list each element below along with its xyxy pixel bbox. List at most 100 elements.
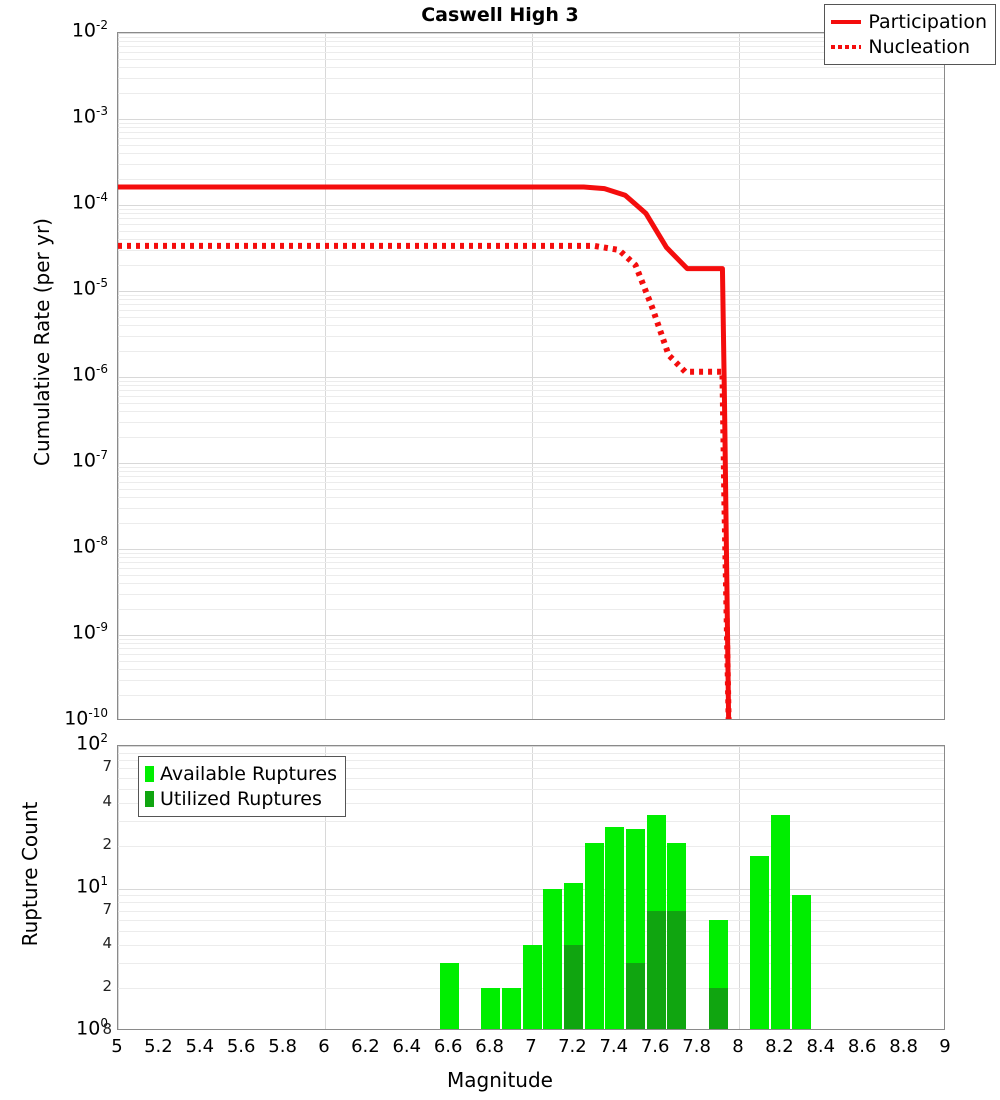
gridline-horizontal bbox=[118, 549, 944, 550]
gridline-horizontal-minor bbox=[118, 523, 944, 525]
gridline-horizontal-minor bbox=[118, 41, 944, 43]
gridline-horizontal bbox=[118, 33, 944, 34]
histogram-bar[interactable] bbox=[522, 945, 542, 1029]
histogram-bar[interactable] bbox=[563, 882, 583, 1029]
gridline-vertical bbox=[739, 746, 740, 1029]
gridline-vertical bbox=[532, 33, 533, 719]
gridline-horizontal-minor bbox=[118, 562, 944, 564]
gridline-horizontal-minor bbox=[118, 144, 944, 146]
bar-available-segment bbox=[770, 814, 790, 1029]
y-tick-label: 10-8 bbox=[71, 534, 108, 558]
gridline-horizontal-minor bbox=[118, 648, 944, 650]
histogram-bar[interactable] bbox=[750, 855, 770, 1029]
curve-legend: Participation Nucleation bbox=[824, 4, 996, 65]
bar-utilized-segment bbox=[667, 910, 687, 1029]
gridline-horizontal-minor bbox=[118, 411, 944, 413]
gridline-horizontal bbox=[118, 377, 944, 378]
gridline-horizontal-minor bbox=[118, 122, 944, 124]
gridline-horizontal bbox=[118, 746, 944, 747]
gridline-horizontal-minor bbox=[118, 336, 944, 337]
legend-item[interactable]: Participation bbox=[831, 9, 987, 34]
y-tick-label: 10-7 bbox=[71, 448, 108, 472]
y-tick-label: 10-9 bbox=[71, 620, 108, 644]
y-tick-label: 10-10 bbox=[64, 706, 108, 730]
gridline-horizontal-minor bbox=[118, 497, 944, 499]
page-title: Caswell High 3 bbox=[421, 4, 579, 26]
bar-available-segment bbox=[750, 855, 770, 1029]
histogram-bar[interactable] bbox=[481, 988, 501, 1029]
gridline-horizontal-minor bbox=[118, 396, 944, 398]
gridline-horizontal-minor bbox=[118, 583, 944, 585]
legend-item-label: Available Ruptures bbox=[160, 762, 337, 785]
rupture-count-panel: Available Ruptures Utilized Ruptures bbox=[117, 745, 945, 1030]
gridline-horizontal-minor bbox=[118, 695, 944, 697]
gridline-horizontal-minor bbox=[118, 46, 944, 48]
gridline-horizontal-minor bbox=[118, 250, 944, 251]
y-tick-label: 102 bbox=[76, 731, 108, 755]
legend-item[interactable]: Utilized Ruptures bbox=[145, 786, 337, 811]
color-swatch-icon bbox=[145, 790, 154, 807]
gridline-horizontal-minor bbox=[118, 230, 944, 232]
gridline-horizontal-minor bbox=[118, 574, 944, 576]
gridline-horizontal-minor bbox=[118, 895, 944, 896]
gridline-horizontal-minor bbox=[118, 390, 944, 392]
gridline-horizontal-minor bbox=[118, 752, 944, 754]
gridline-horizontal-minor bbox=[118, 802, 944, 804]
histogram-bar[interactable] bbox=[667, 842, 687, 1029]
gridline-horizontal-minor bbox=[118, 213, 944, 215]
gridline-horizontal bbox=[118, 463, 944, 464]
legend-item[interactable]: Available Ruptures bbox=[145, 761, 337, 786]
legend-item[interactable]: Nucleation bbox=[831, 34, 987, 59]
gridline-vertical bbox=[532, 746, 533, 1029]
bar-available-segment bbox=[439, 963, 459, 1029]
gridline-horizontal-minor bbox=[118, 845, 944, 847]
y-tick-label: 10-2 bbox=[71, 18, 108, 42]
histogram-bar[interactable] bbox=[605, 827, 625, 1029]
x-tick-label: 5.8 bbox=[268, 1036, 297, 1057]
gridline-horizontal-minor bbox=[118, 153, 944, 155]
x-tick-label: 8 bbox=[732, 1036, 744, 1057]
gridline-horizontal-minor bbox=[118, 902, 944, 904]
histogram-bar[interactable] bbox=[501, 988, 521, 1029]
legend-item-label: Participation bbox=[868, 10, 987, 33]
histogram-bar[interactable] bbox=[543, 888, 563, 1029]
gridline-vertical bbox=[739, 33, 740, 719]
y-tick-label-minor: 4 bbox=[102, 791, 112, 810]
histogram-bar[interactable] bbox=[626, 829, 646, 1029]
gridline-horizontal-minor bbox=[118, 265, 944, 267]
y-tick-label: 10-4 bbox=[71, 190, 108, 214]
histogram-bar[interactable] bbox=[584, 842, 604, 1029]
gridline-horizontal bbox=[118, 119, 944, 120]
gridline-horizontal-minor bbox=[118, 654, 944, 656]
gridline-horizontal-minor bbox=[118, 594, 944, 595]
gridline-vertical bbox=[325, 746, 326, 1029]
gridline-horizontal-minor bbox=[118, 568, 944, 570]
gridline-horizontal-minor bbox=[118, 931, 944, 933]
gridline-horizontal-minor bbox=[118, 127, 944, 129]
y-tick-label-minor: 2 bbox=[102, 977, 112, 996]
mfd-curve-panel bbox=[117, 32, 945, 720]
x-tick-label: 8.2 bbox=[765, 1036, 794, 1057]
histogram-bar[interactable] bbox=[646, 814, 666, 1029]
legend-item-label: Nucleation bbox=[868, 35, 971, 58]
histogram-bar[interactable] bbox=[791, 895, 811, 1029]
histogram-bar[interactable] bbox=[439, 963, 459, 1029]
y-tick-label-minor: 8 bbox=[102, 1020, 112, 1038]
gridline-horizontal-minor bbox=[118, 325, 944, 327]
gridline-horizontal bbox=[118, 888, 944, 890]
bar-utilized-segment bbox=[563, 945, 583, 1029]
bar-available-segment bbox=[501, 988, 521, 1029]
gridline-horizontal-minor bbox=[118, 316, 944, 318]
mfd-plot-area bbox=[118, 33, 944, 719]
x-tick-label: 8.8 bbox=[889, 1036, 918, 1057]
solid-line-icon bbox=[831, 19, 862, 24]
gridline-horizontal-minor bbox=[118, 768, 944, 770]
gridline-horizontal-minor bbox=[118, 78, 944, 79]
y-tick-label: 10-6 bbox=[71, 362, 108, 386]
gridline-horizontal-minor bbox=[118, 466, 944, 468]
gridline-horizontal-minor bbox=[118, 294, 944, 296]
histogram-bar[interactable] bbox=[708, 920, 728, 1029]
histogram-bar[interactable] bbox=[770, 814, 790, 1029]
gridline-horizontal-minor bbox=[118, 402, 944, 404]
